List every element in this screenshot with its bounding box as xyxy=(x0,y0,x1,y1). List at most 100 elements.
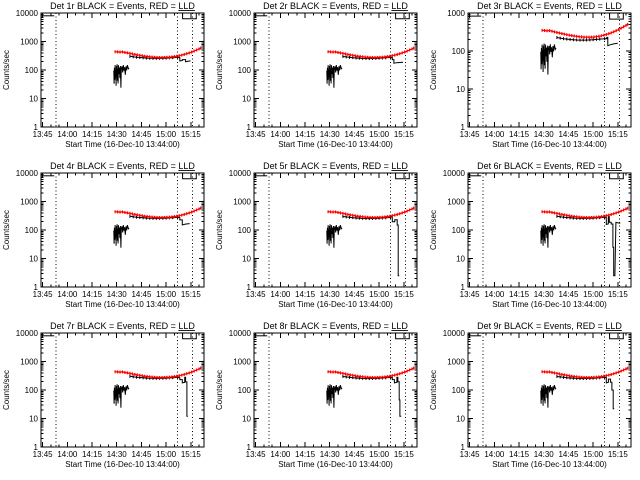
y-axis-label: Counts/sec xyxy=(215,50,224,90)
x-tick-label: 14:45 xyxy=(345,290,366,299)
y-tick-label: 1000 xyxy=(447,198,465,207)
y-tick-label: 1000 xyxy=(20,198,38,207)
y-axis-label: Counts/sec xyxy=(215,210,224,250)
x-tick-label: 14:30 xyxy=(533,450,554,459)
series-events xyxy=(40,173,197,248)
y-tick-label: 100 xyxy=(451,47,465,56)
x-tick-label: 15:15 xyxy=(394,130,415,139)
y-tick-label: 1000 xyxy=(447,358,465,367)
plot-title: Det 3r BLACK = Events, RED = LLD xyxy=(477,1,622,11)
x-tick-label: 14:30 xyxy=(320,130,341,139)
plot-frame-axes xyxy=(253,12,418,128)
x-axis-label: Start Time (16-Dec-10 13:44:00) xyxy=(65,300,180,309)
y-tick-label: 1 xyxy=(247,123,252,132)
x-tick-label: 15:00 xyxy=(156,450,177,459)
x-tick-label: 14:45 xyxy=(131,130,152,139)
y-tick-label: 10000 xyxy=(442,169,465,178)
x-tick-label: 15:00 xyxy=(369,130,390,139)
x-tick-label: 14:30 xyxy=(320,290,341,299)
y-tick-label: 10 xyxy=(456,85,465,94)
axis-labels: 13:45 14:00 14:15 14:30 14:45 15:00 15:1511010… xyxy=(215,329,414,469)
subplot-det-4r-chart: 13:45 14:00 14:15 14:30 14:45 15:00 15:15 1 10 10… xyxy=(2,161,205,309)
y-tick-label: 1 xyxy=(460,443,465,452)
y-tick-label: 100 xyxy=(25,66,39,75)
series-events xyxy=(254,333,411,417)
y-tick-label: 1 xyxy=(460,123,465,132)
series-events xyxy=(467,13,624,75)
y-tick-label: 100 xyxy=(25,386,39,395)
x-axis-label: Start Time (16-Dec-10 13:44:00) xyxy=(492,140,607,149)
y-tick-label: 10000 xyxy=(229,9,252,18)
dotted-guides xyxy=(55,333,193,447)
x-tick-label: 14:00 xyxy=(484,130,505,139)
x-tick-label: 13:45 xyxy=(459,450,480,459)
x-tick-label: 14:15 xyxy=(509,130,530,139)
y-tick-label: 100 xyxy=(451,226,465,235)
axis-labels: 13:45 14:00 14:15 14:30 14:45 15:00 15:1511010… xyxy=(215,169,414,309)
plot-frame-axes xyxy=(40,172,205,288)
axis-labels: 13:45 14:00 14:15 14:30 14:45 15:00 15:1511010… xyxy=(2,169,201,309)
plot-title: Det 2r BLACK = Events, RED = LLD xyxy=(263,1,408,11)
x-tick-label: 14:00 xyxy=(57,450,78,459)
x-tick-label: 14:15 xyxy=(509,290,530,299)
x-tick-label: 15:15 xyxy=(394,450,415,459)
y-tick-label: 10000 xyxy=(229,329,252,338)
x-tick-label: 15:15 xyxy=(607,130,628,139)
x-tick-label: 13:45 xyxy=(33,450,54,459)
x-tick-label: 15:15 xyxy=(181,130,202,139)
x-tick-label: 14:45 xyxy=(345,450,366,459)
x-axis-label: Start Time (16-Dec-10 13:44:00) xyxy=(65,140,180,149)
x-tick-label: 13:45 xyxy=(246,130,267,139)
dotted-guides xyxy=(481,333,620,447)
plot-title: Det 7r BLACK = Events, RED = LLD xyxy=(50,321,195,331)
y-tick-label: 100 xyxy=(238,226,252,235)
x-tick-label: 15:00 xyxy=(369,450,390,459)
x-axis-label: Start Time (16-Dec-10 13:44:00) xyxy=(492,460,607,469)
x-tick-label: 14:00 xyxy=(271,450,292,459)
series-lld xyxy=(541,366,628,380)
y-axis-label: Counts/sec xyxy=(2,210,11,250)
y-tick-label: 1 xyxy=(34,283,39,292)
axis-labels: 13:45 14:00 14:15 14:30 14:45 15:00 15:1511010… xyxy=(215,9,414,149)
y-tick-label: 100 xyxy=(238,386,252,395)
x-tick-label: 14:00 xyxy=(271,290,292,299)
y-tick-label: 10 xyxy=(242,254,251,263)
series-lld xyxy=(327,206,415,220)
x-tick-label: 14:00 xyxy=(484,290,505,299)
y-tick-label: 100 xyxy=(238,66,252,75)
x-tick-label: 14:15 xyxy=(295,450,316,459)
y-tick-label: 1000 xyxy=(234,38,252,47)
x-tick-label: 15:00 xyxy=(583,290,604,299)
y-tick-label: 10000 xyxy=(229,169,252,178)
y-axis-label: Counts/sec xyxy=(2,50,11,90)
y-tick-label: 10000 xyxy=(16,329,39,338)
series-lld xyxy=(327,366,415,380)
x-tick-label: 14:45 xyxy=(345,130,366,139)
y-tick-label: 1000 xyxy=(20,358,38,367)
x-tick-label: 15:15 xyxy=(607,290,628,299)
x-tick-label: 13:45 xyxy=(33,290,54,299)
dotted-guides xyxy=(268,173,407,287)
y-tick-label: 1 xyxy=(247,283,252,292)
plot-frame-axes xyxy=(40,12,205,128)
x-axis-label: Start Time (16-Dec-10 13:44:00) xyxy=(279,140,394,149)
x-axis-label: Start Time (16-Dec-10 13:44:00) xyxy=(279,460,394,469)
y-tick-label: 10000 xyxy=(16,169,39,178)
subplot-det-8r-chart: 13:45 14:00 14:15 14:30 14:45 15:00 15:15 1 10 10… xyxy=(215,321,418,469)
dotted-guides xyxy=(481,173,620,287)
plot-title: Det 8r BLACK = Events, RED = LLD xyxy=(263,321,408,331)
y-tick-label: 10000 xyxy=(442,329,465,338)
dotted-guides xyxy=(481,13,620,127)
y-tick-label: 1 xyxy=(460,283,465,292)
axis-labels: 13:45 14:00 14:15 14:30 14:45 15:00 15:1511010… xyxy=(429,329,628,469)
dotted-guides xyxy=(55,13,193,127)
x-axis-label: Start Time (16-Dec-10 13:44:00) xyxy=(65,460,180,469)
series-events xyxy=(254,173,411,277)
plot-frame-axes xyxy=(467,12,632,128)
x-tick-label: 13:45 xyxy=(246,290,267,299)
y-tick-label: 1000 xyxy=(20,38,38,47)
y-tick-label: 1 xyxy=(34,443,39,452)
x-tick-label: 15:15 xyxy=(607,450,628,459)
series-lld xyxy=(114,366,202,380)
